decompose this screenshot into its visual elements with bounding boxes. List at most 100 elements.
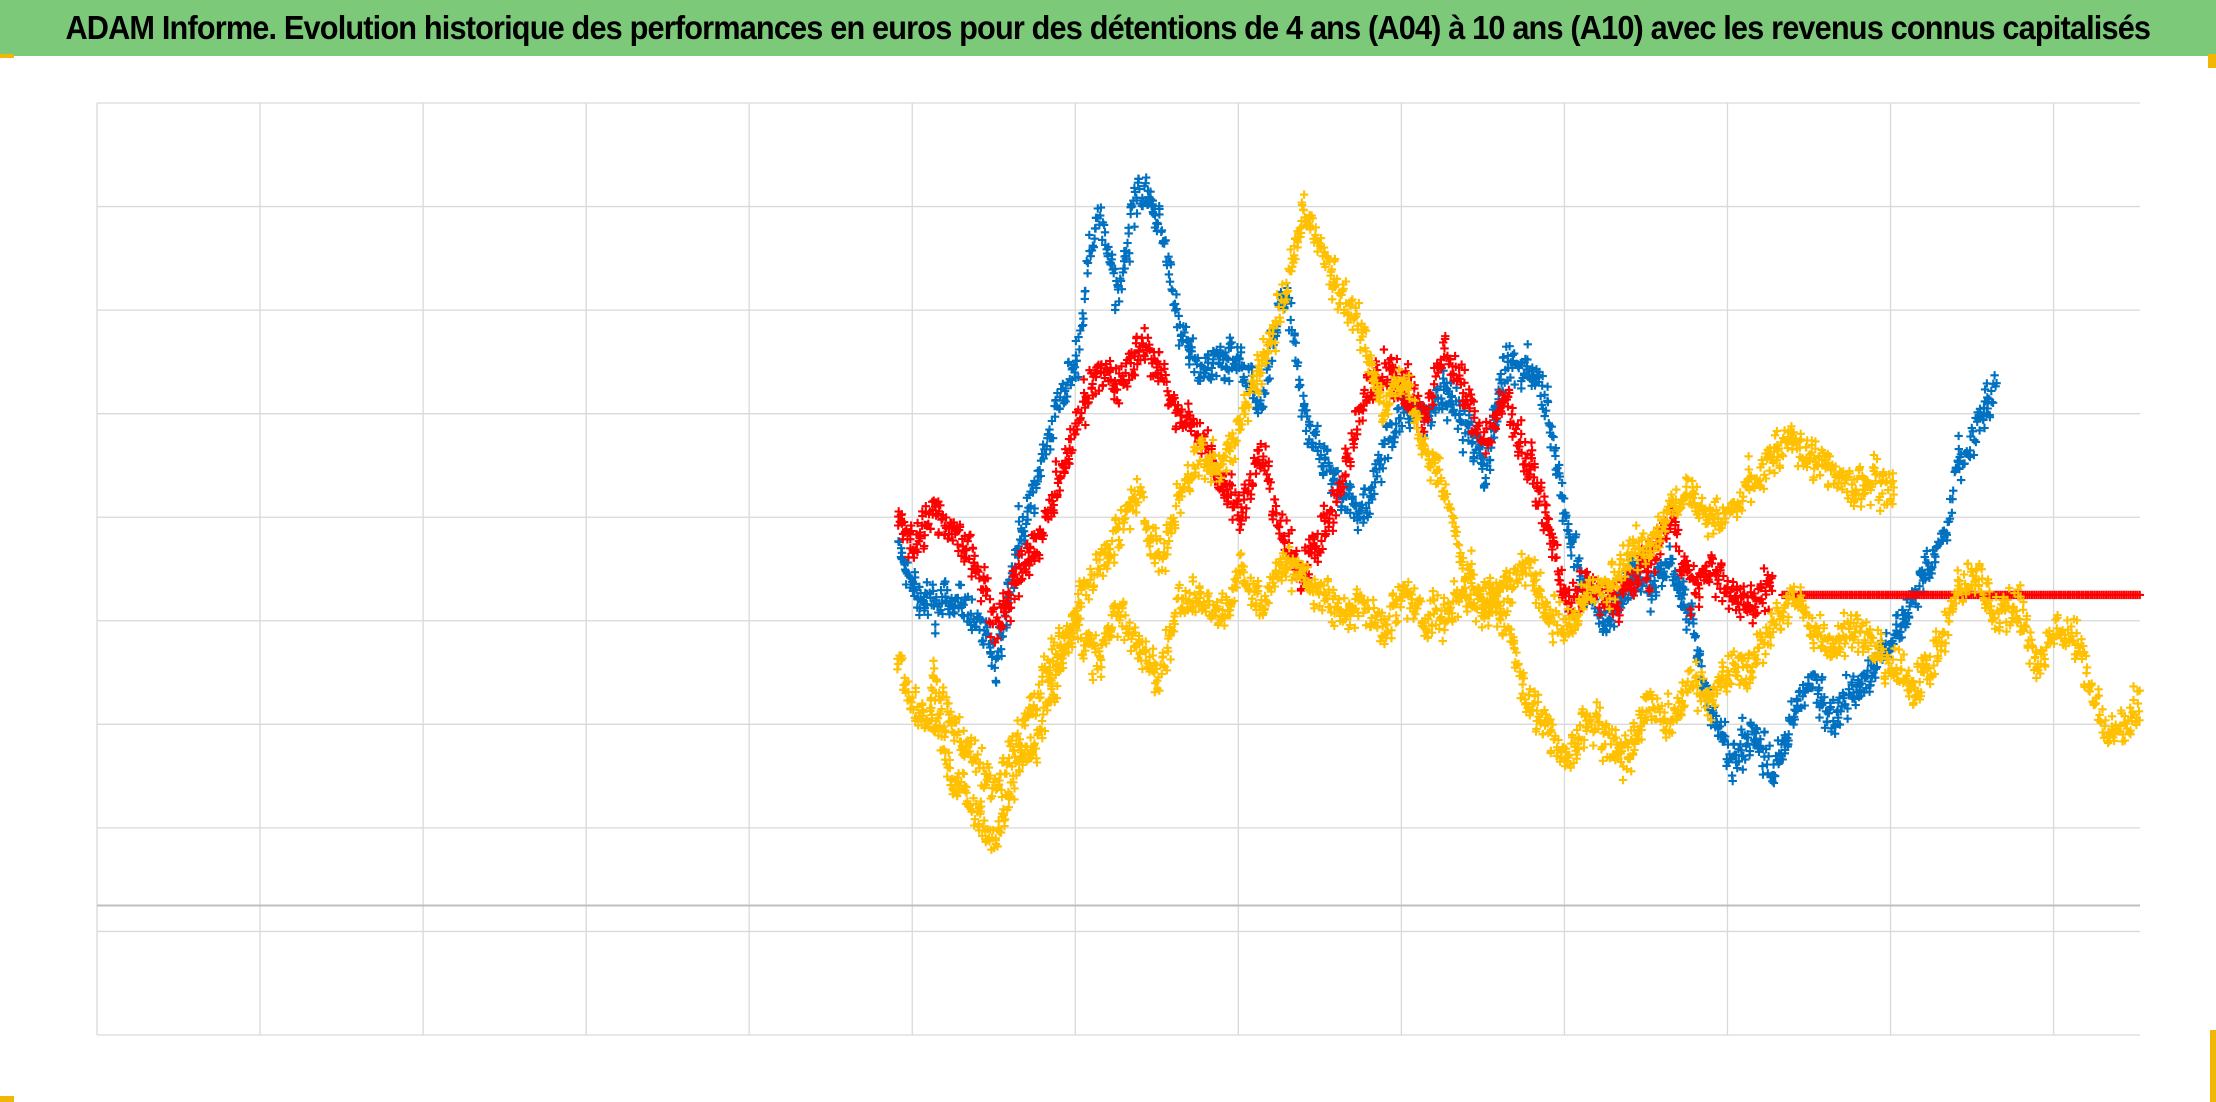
data-point-marker	[1764, 752, 1773, 761]
data-point-marker	[1045, 425, 1054, 434]
data-point-marker	[1405, 423, 1415, 433]
data-point-marker	[1738, 713, 1747, 723]
data-point-marker	[1301, 426, 1311, 436]
data-point-marker	[1695, 649, 1704, 659]
data-point-marker	[1396, 414, 1405, 423]
data-point-marker	[1346, 482, 1355, 491]
data-point-marker	[1857, 679, 1866, 688]
data-point-marker	[1075, 345, 1084, 354]
data-point-marker	[1290, 331, 1299, 340]
data-point-marker	[1547, 431, 1557, 441]
data-point-marker	[1689, 561, 1698, 571]
data-point-marker	[1537, 400, 1546, 410]
data-point-marker	[1743, 730, 1752, 739]
data-point-marker	[1148, 200, 1157, 209]
data-point-marker	[1134, 174, 1143, 184]
data-point-marker	[1293, 358, 1303, 367]
data-point-marker	[1295, 380, 1305, 390]
data-point-marker	[956, 580, 965, 590]
data-point-marker	[1193, 353, 1202, 363]
data-point-marker	[1366, 484, 1376, 493]
data-point-marker	[1110, 264, 1120, 273]
data-point-marker	[1116, 276, 1126, 286]
data-point-marker	[1302, 412, 1312, 421]
data-point-marker	[1557, 478, 1567, 488]
data-point-marker	[1646, 607, 1655, 616]
data-point-marker	[1107, 250, 1117, 259]
data-point-marker	[2107, 712, 2117, 721]
data-point-marker	[1247, 363, 1257, 372]
data-point-marker	[1118, 268, 1128, 277]
data-point-marker	[1518, 680, 1527, 689]
data-point-marker	[1060, 386, 1070, 396]
data-point-marker	[915, 582, 924, 592]
data-point-marker	[1510, 380, 1519, 389]
data-point-marker	[1153, 219, 1163, 229]
data-point-marker	[1174, 311, 1183, 321]
data-point-marker	[1549, 432, 1558, 442]
data-point-marker	[1760, 727, 1769, 736]
data-point-marker	[1810, 671, 1820, 680]
data-point-marker	[1733, 763, 1742, 773]
data-point-marker	[1164, 270, 1174, 279]
data-point-marker	[1225, 376, 1234, 386]
data-point-marker	[1800, 701, 1809, 710]
data-point-marker	[1142, 173, 1151, 182]
data-point-marker	[1267, 356, 1277, 365]
data-point-marker	[1207, 370, 1216, 379]
data-point-marker	[1847, 680, 1856, 689]
data-point-marker	[1791, 706, 1801, 716]
data-point-marker	[2025, 659, 2034, 668]
data-point-marker	[1609, 622, 1619, 631]
data-point-marker	[1872, 662, 1882, 672]
data-point-marker	[1235, 525, 1244, 534]
data-point-marker	[1523, 355, 1532, 364]
data-point-marker	[1035, 466, 1044, 475]
data-point-marker	[1028, 488, 1038, 497]
corner-mark-top-right	[2208, 54, 2216, 68]
data-point-marker	[1080, 287, 1090, 296]
data-point-marker	[1536, 391, 1545, 401]
data-point-marker	[1227, 470, 1236, 479]
data-point-marker	[1130, 183, 1139, 193]
data-point-marker	[1208, 435, 1218, 445]
data-point-marker	[1863, 666, 1872, 675]
data-point-marker	[998, 632, 1007, 641]
data-point-marker	[923, 610, 933, 619]
data-point-marker	[1135, 184, 1144, 194]
data-point-marker	[1746, 581, 1756, 590]
data-point-marker	[1117, 285, 1126, 294]
data-point-marker	[1355, 512, 1364, 521]
data-point-marker	[1562, 511, 1571, 520]
data-point-marker	[1047, 416, 1057, 426]
data-point-marker	[1904, 613, 1914, 622]
data-point-marker	[1847, 643, 1857, 652]
data-point-marker	[1062, 392, 1072, 401]
data-point-marker	[1378, 464, 1388, 473]
data-point-marker	[1718, 596, 1727, 606]
data-point-marker	[1684, 618, 1694, 627]
data-point-marker	[929, 664, 939, 673]
data-point-marker	[1789, 712, 1799, 721]
data-point-marker	[1849, 672, 1858, 681]
data-point-marker	[1485, 455, 1495, 465]
data-point-marker	[1125, 249, 1134, 258]
data-point-marker	[941, 577, 950, 586]
data-point-marker	[1014, 542, 1023, 551]
data-point-marker	[1496, 369, 1505, 379]
data-point-marker	[897, 548, 907, 557]
data-point-marker	[1843, 714, 1852, 723]
data-point-marker	[1041, 450, 1051, 459]
data-point-marker	[1089, 243, 1098, 252]
data-point-marker	[1099, 220, 1109, 230]
data-point-marker	[1522, 365, 1531, 374]
data-point-marker	[1758, 770, 1768, 779]
data-point-marker	[1143, 333, 1153, 342]
data-point-marker	[1132, 209, 1142, 218]
data-point-marker	[1096, 211, 1105, 220]
data-point-marker	[1724, 604, 1734, 613]
data-point-marker	[1090, 234, 1099, 243]
data-point-marker	[1693, 706, 1702, 715]
data-point-marker	[1388, 442, 1397, 452]
